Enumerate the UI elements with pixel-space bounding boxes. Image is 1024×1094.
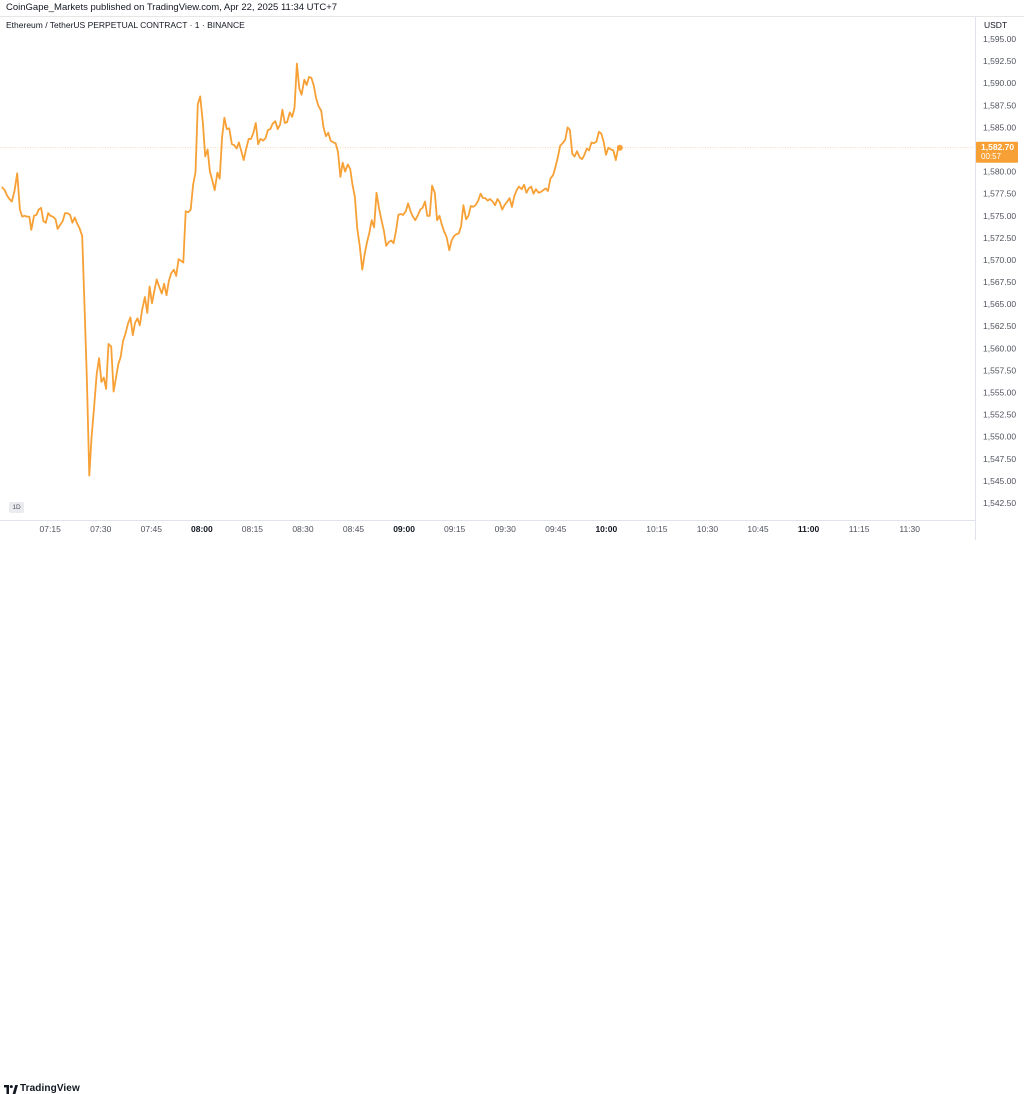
y-tick-label: 1,572.50 <box>983 233 1016 243</box>
x-tick-label: 10:15 <box>646 524 668 534</box>
y-tick-label: 1,585.00 <box>983 122 1016 132</box>
y-tick-label: 1,552.50 <box>983 410 1016 420</box>
publish-info: CoinGape_Markets published on TradingVie… <box>6 2 338 13</box>
y-tick-label: 1,550.00 <box>983 432 1016 442</box>
y-tick-label: 1,545.00 <box>983 476 1016 486</box>
tradingview-brand: TradingView <box>20 1083 80 1094</box>
x-tick-label: 09:00 <box>393 524 415 534</box>
price-chart[interactable]: 1,595.00 1,592.50 1,590.00 1,587.50 1,585.00… <box>0 0 1024 540</box>
y-tick-label: 1,587.50 <box>983 100 1016 110</box>
y-tick-label: 1,555.00 <box>983 388 1016 398</box>
footer: TradingView <box>0 540 1024 1094</box>
x-tick-label: 10:30 <box>697 524 719 534</box>
y-tick-label: 1,580.00 <box>983 167 1016 177</box>
y-tick-label: 1,542.50 <box>983 498 1016 508</box>
x-tick-label: 10:45 <box>747 524 769 534</box>
x-tick-label: 08:00 <box>191 524 213 534</box>
y-tick-label: 1,575.00 <box>983 211 1016 221</box>
y-tick-label: 1,570.00 <box>983 255 1016 265</box>
x-tick-label: 10:00 <box>595 524 617 534</box>
x-tick-label: 07:45 <box>141 524 163 534</box>
x-tick-label: 08:45 <box>343 524 365 534</box>
y-tick-label: 1,595.00 <box>983 34 1016 44</box>
y-tick-label: 1,577.50 <box>983 189 1016 199</box>
y-tick-label: 1,592.50 <box>983 56 1016 66</box>
price-series-line <box>1 62 621 477</box>
currency-label: USDT <box>984 20 1008 30</box>
publish-header: CoinGape_Markets published on TradingVie… <box>0 0 1024 17</box>
x-tick-label: 09:15 <box>444 524 466 534</box>
y-tick-label: 1,562.50 <box>983 321 1016 331</box>
x-tick-label: 11:15 <box>849 524 870 534</box>
x-tick-label: 09:30 <box>495 524 517 534</box>
interval-badge[interactable]: 1D <box>9 502 24 513</box>
y-tick-label: 1,560.00 <box>983 343 1016 353</box>
last-price-tag: 1,582.70 00:57 <box>976 141 1018 163</box>
y-tick-label: 1,567.50 <box>983 277 1016 287</box>
y-tick-label: 1,557.50 <box>983 365 1016 375</box>
x-tick-label: 11:00 <box>798 524 820 534</box>
x-tick-label: 07:15 <box>40 524 62 534</box>
y-tick-label: 1,547.50 <box>983 454 1016 464</box>
bar-countdown: 00:57 <box>981 152 1002 161</box>
price-axis[interactable]: 1,595.00 1,592.50 1,590.00 1,587.50 1,585.00… <box>983 34 1016 508</box>
last-price-dot <box>616 144 623 151</box>
x-tick-label: 09:45 <box>545 524 567 534</box>
last-price-value: 1,582.70 <box>981 142 1014 152</box>
x-tick-label: 08:30 <box>292 524 314 534</box>
x-tick-label: 08:15 <box>242 524 264 534</box>
last-price-tag-bg <box>976 141 1018 163</box>
time-axis[interactable]: 07:15 07:30 07:45 08:00 08:15 08:30 08:45 09:00… <box>40 524 921 534</box>
y-tick-label: 1,590.00 <box>983 78 1016 88</box>
tradingview-logo-icon <box>4 1085 18 1094</box>
symbol-title[interactable]: Ethereum / TetherUS PERPETUAL CONTRACT ·… <box>6 20 245 30</box>
y-tick-label: 1,565.00 <box>983 299 1016 309</box>
x-tick-label: 11:30 <box>899 524 920 534</box>
x-tick-label: 07:30 <box>90 524 112 534</box>
